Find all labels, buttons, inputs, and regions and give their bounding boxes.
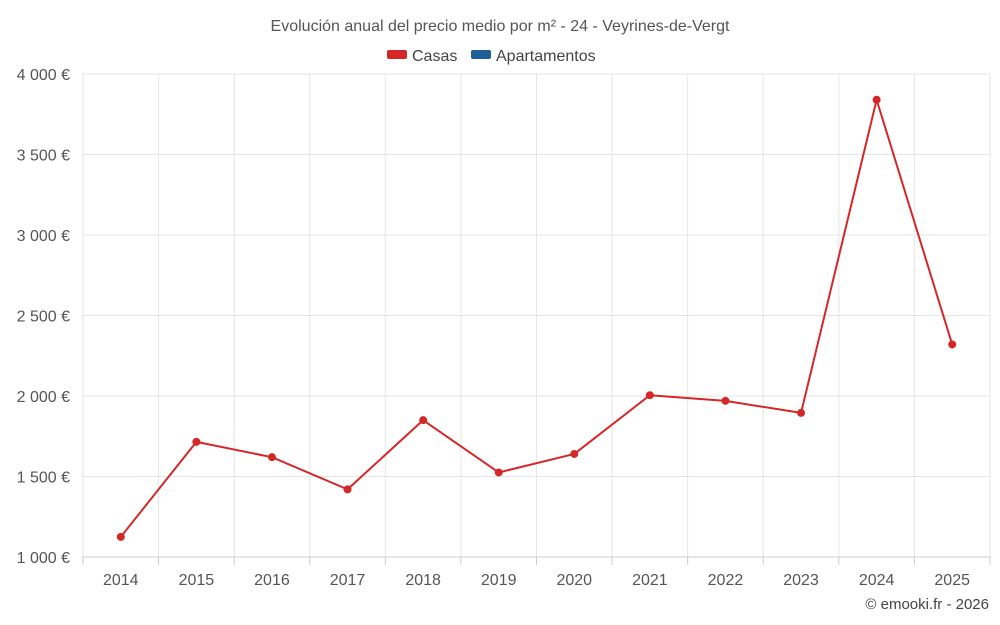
data-point[interactable] bbox=[116, 532, 125, 541]
data-point[interactable] bbox=[797, 408, 806, 417]
series bbox=[116, 95, 957, 541]
x-tick-label: 2025 bbox=[934, 572, 970, 589]
data-point[interactable] bbox=[343, 485, 352, 494]
x-tick-label: 2024 bbox=[859, 572, 895, 589]
x-tick-label: 2022 bbox=[708, 572, 744, 589]
x-tick-label: 2016 bbox=[254, 572, 290, 589]
data-point[interactable] bbox=[948, 340, 957, 349]
legend-label-apartamentos: Apartamentos bbox=[496, 48, 596, 65]
y-tick-label: 3 500 € bbox=[17, 148, 70, 165]
credit-text: © emooki.fr - 2026 bbox=[865, 596, 989, 613]
x-tick-label: 2019 bbox=[481, 572, 517, 589]
data-point[interactable] bbox=[570, 449, 579, 458]
grid bbox=[82, 73, 991, 557]
legend-swatch-casas bbox=[387, 50, 407, 59]
legend-swatch-apartamentos bbox=[471, 50, 491, 59]
x-tick-label: 2018 bbox=[405, 572, 441, 589]
x-tick-label: 2020 bbox=[556, 572, 592, 589]
data-point[interactable] bbox=[419, 416, 428, 425]
x-tick-label: 2023 bbox=[783, 572, 819, 589]
data-point[interactable] bbox=[267, 453, 276, 462]
data-point[interactable] bbox=[645, 391, 654, 400]
chart-title: Evolución anual del precio medio por m² … bbox=[271, 18, 730, 35]
data-point[interactable] bbox=[494, 468, 503, 477]
series-line-casas bbox=[120, 98, 954, 538]
y-tick-label: 2 500 € bbox=[17, 309, 70, 326]
legend-item-casas[interactable]: Casas bbox=[387, 48, 457, 65]
x-tick-label: 2014 bbox=[103, 572, 139, 589]
legend-label-casas: Casas bbox=[412, 48, 457, 65]
legend-item-apartamentos[interactable]: Apartamentos bbox=[471, 48, 596, 65]
x-tick-label: 2017 bbox=[330, 572, 366, 589]
y-tick-label: 2 000 € bbox=[17, 389, 70, 406]
legend: Casas Apartamentos bbox=[387, 48, 596, 65]
y-tick-label: 3 000 € bbox=[17, 228, 70, 245]
x-tick-label: 2015 bbox=[179, 572, 215, 589]
x-tick-label: 2021 bbox=[632, 572, 668, 589]
data-point[interactable] bbox=[872, 95, 881, 104]
y-tick-label: 1 500 € bbox=[17, 470, 70, 487]
y-tick-label: 1 000 € bbox=[17, 550, 70, 567]
data-point[interactable] bbox=[192, 437, 201, 446]
data-point[interactable] bbox=[721, 396, 730, 405]
y-tick-label: 4 000 € bbox=[17, 67, 70, 84]
axes: 1 000 € 1 500 € 2 000 € 2 500 € 3 000 € 3 500… bbox=[17, 67, 991, 589]
